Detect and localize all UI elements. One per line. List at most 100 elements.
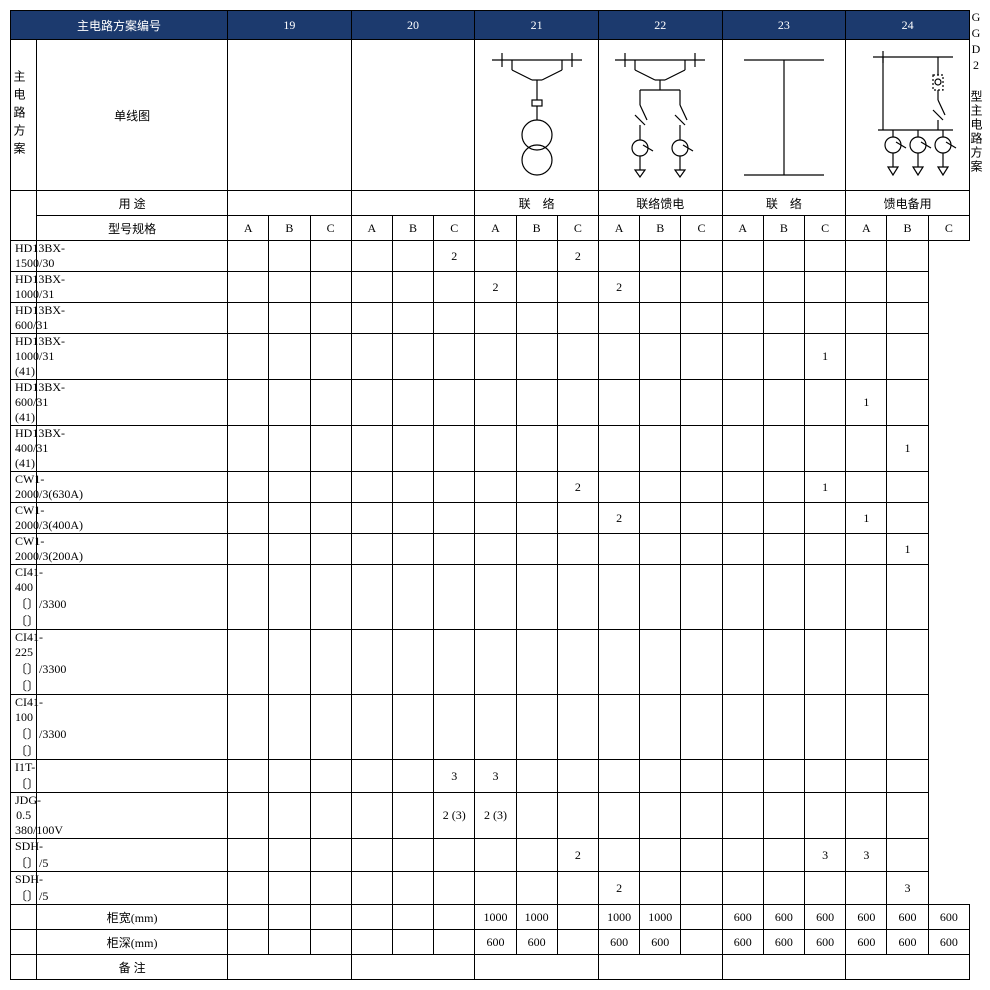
cell bbox=[392, 565, 433, 630]
cell bbox=[887, 380, 928, 426]
cell bbox=[681, 380, 722, 426]
cell bbox=[392, 241, 433, 272]
cell bbox=[475, 426, 516, 472]
cell bbox=[516, 241, 557, 272]
cell bbox=[228, 272, 269, 303]
cell bbox=[887, 565, 928, 630]
cell bbox=[269, 760, 310, 793]
cell bbox=[722, 303, 763, 334]
cell bbox=[805, 695, 846, 760]
cell bbox=[557, 272, 598, 303]
cell bbox=[516, 565, 557, 630]
cell bbox=[392, 872, 433, 905]
cell bbox=[310, 426, 351, 472]
row-label: CI41-400〔〕/3300〔〕 bbox=[11, 565, 37, 630]
cell bbox=[228, 630, 269, 695]
cell bbox=[475, 534, 516, 565]
cell bbox=[37, 241, 228, 272]
cell: 2 bbox=[598, 272, 639, 303]
cell bbox=[475, 839, 516, 872]
cell bbox=[228, 695, 269, 760]
row-label: HD13BX-600/31 (41) bbox=[11, 380, 37, 426]
cell bbox=[598, 760, 639, 793]
cell bbox=[475, 565, 516, 630]
cell bbox=[516, 303, 557, 334]
cell bbox=[805, 534, 846, 565]
cell bbox=[846, 303, 887, 334]
cell bbox=[228, 503, 269, 534]
cell bbox=[763, 534, 804, 565]
cell bbox=[557, 426, 598, 472]
cell bbox=[557, 630, 598, 695]
cell bbox=[37, 334, 228, 380]
cell bbox=[434, 630, 475, 695]
purpose-20 bbox=[351, 191, 475, 216]
table-row: CW1-2000/3(630A)21 bbox=[11, 472, 970, 503]
cell bbox=[640, 303, 681, 334]
cell bbox=[887, 793, 928, 839]
cell bbox=[434, 380, 475, 426]
diagram-label: 单线图 bbox=[37, 40, 228, 191]
cell bbox=[269, 534, 310, 565]
cell bbox=[310, 272, 351, 303]
cell bbox=[392, 695, 433, 760]
cell bbox=[640, 534, 681, 565]
cell: 3 bbox=[434, 760, 475, 793]
table-row: CW1-2000/3(400A)21 bbox=[11, 503, 970, 534]
cell bbox=[310, 241, 351, 272]
cell bbox=[434, 534, 475, 565]
cell bbox=[598, 695, 639, 760]
cell bbox=[310, 839, 351, 872]
cell bbox=[516, 380, 557, 426]
cell: 2 bbox=[598, 872, 639, 905]
cell bbox=[434, 872, 475, 905]
cell bbox=[887, 630, 928, 695]
table-row: HD13BX-1500/3022 bbox=[11, 241, 970, 272]
cell bbox=[640, 472, 681, 503]
cell bbox=[351, 426, 392, 472]
cell: 1 bbox=[887, 534, 928, 565]
footer-label-0: 柜宽(mm) bbox=[37, 905, 228, 930]
cell bbox=[310, 472, 351, 503]
cell bbox=[805, 872, 846, 905]
cell bbox=[310, 334, 351, 380]
cell bbox=[598, 630, 639, 695]
cell bbox=[392, 839, 433, 872]
cell bbox=[598, 426, 639, 472]
row-label: SDH-〔〕/5 bbox=[11, 839, 37, 872]
cell bbox=[763, 303, 804, 334]
cell: 2 bbox=[598, 503, 639, 534]
header-scheme-label: 主电路方案编号 bbox=[11, 11, 228, 40]
cell bbox=[598, 241, 639, 272]
cell bbox=[434, 503, 475, 534]
row-label: HD13BX-1000/31 (41) bbox=[11, 334, 37, 380]
cell bbox=[269, 426, 310, 472]
cell bbox=[269, 272, 310, 303]
cell: 3 bbox=[475, 760, 516, 793]
table-row: CW1-2000/3(200A)1 bbox=[11, 534, 970, 565]
cell bbox=[681, 303, 722, 334]
cell bbox=[475, 380, 516, 426]
spec-side bbox=[11, 191, 37, 241]
cell bbox=[269, 872, 310, 905]
cell bbox=[351, 272, 392, 303]
cell bbox=[351, 303, 392, 334]
table-row: HD13BX-1000/3122 bbox=[11, 272, 970, 303]
cell bbox=[805, 272, 846, 303]
cell bbox=[887, 334, 928, 380]
cell bbox=[269, 630, 310, 695]
table-row: HD13BX-600/31 (41)1 bbox=[11, 380, 970, 426]
cell bbox=[392, 426, 433, 472]
cell bbox=[681, 334, 722, 380]
cell bbox=[228, 334, 269, 380]
cell bbox=[351, 472, 392, 503]
cell: 2 bbox=[557, 472, 598, 503]
cell bbox=[557, 380, 598, 426]
cell bbox=[228, 565, 269, 630]
diagram-23 bbox=[722, 40, 846, 191]
cell bbox=[846, 793, 887, 839]
cell bbox=[516, 503, 557, 534]
cell bbox=[310, 380, 351, 426]
cell bbox=[37, 426, 228, 472]
cell bbox=[351, 630, 392, 695]
